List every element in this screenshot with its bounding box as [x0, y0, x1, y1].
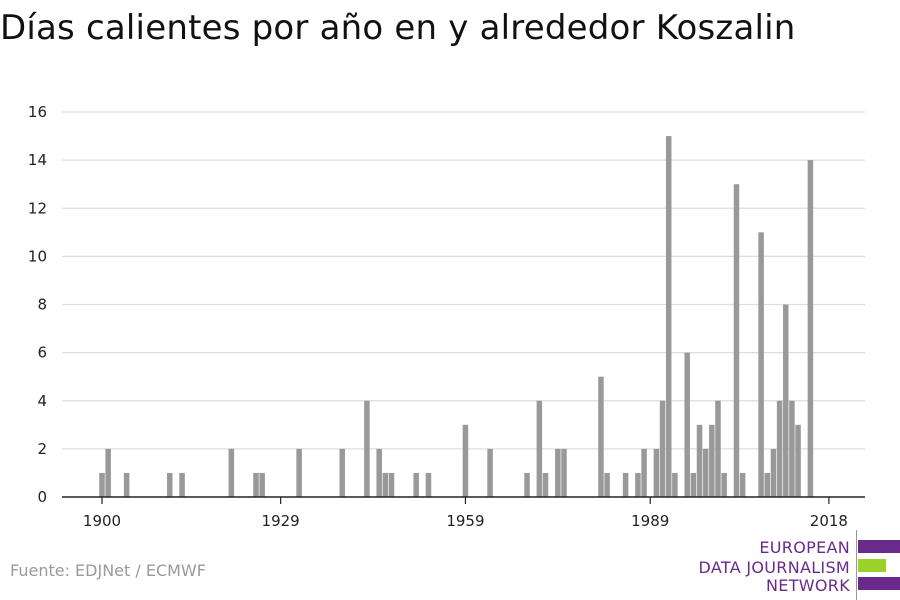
bar-1996 [690, 472, 697, 497]
bar-1988 [641, 448, 647, 498]
bar-1969 [524, 472, 530, 497]
bar-1900 [99, 472, 105, 497]
bar-1972 [542, 472, 549, 497]
bars [99, 136, 814, 498]
bar-1947 [388, 472, 395, 497]
bar-2015 [807, 160, 814, 498]
y-tick-label: 2 [37, 440, 47, 458]
bar-2003 [733, 184, 740, 497]
bar-1975 [561, 448, 567, 498]
bar-1963 [487, 448, 493, 498]
bar-1997 [696, 424, 703, 497]
bar-1987 [635, 472, 641, 497]
y-axis-ticks: 0 2 4 6 8 10 12 14 16 [28, 103, 47, 506]
gridlines [62, 111, 865, 450]
x-tick-label: 1959 [446, 512, 484, 530]
logo-bar-purple-top [858, 540, 900, 553]
y-tick-label: 12 [28, 199, 47, 217]
bar-2011 [783, 304, 789, 497]
bar-2001 [721, 472, 727, 497]
x-tick-label: 1929 [262, 512, 300, 530]
y-tick-label: 0 [37, 488, 47, 506]
x-tick-label: 2018 [810, 512, 848, 530]
y-tick-label: 6 [37, 344, 47, 362]
bar-1943 [364, 400, 370, 497]
bar-2009 [770, 448, 777, 498]
bar-1953 [425, 472, 432, 497]
bar-2012 [789, 400, 795, 497]
x-tick-label: 1989 [631, 512, 669, 530]
bar-1946 [382, 472, 389, 497]
bar-1904 [123, 472, 130, 497]
bar-1921 [228, 448, 235, 498]
bar-2007 [758, 232, 764, 497]
y-tick-label: 14 [28, 151, 47, 169]
bar-1926 [259, 472, 265, 497]
y-tick-label: 8 [37, 296, 47, 314]
bar-1939 [339, 448, 345, 498]
bar-1998 [702, 448, 709, 498]
logo-bar-purple-bottom [858, 577, 900, 590]
bar-2008 [764, 472, 771, 497]
bar-1945 [376, 448, 382, 498]
bar-1990 [653, 448, 660, 498]
y-tick-label: 10 [28, 247, 47, 265]
bar-1932 [296, 448, 302, 498]
bar-1982 [604, 472, 610, 497]
bar-1971 [536, 400, 543, 497]
chart-title: Días calientes por año en y alrededor Ko… [0, 8, 796, 48]
bar-1913 [179, 472, 185, 497]
bar-1991 [659, 400, 666, 497]
edjnet-logo: EUROPEAN DATA JOURNALISM NETWORK [698, 530, 900, 600]
logo-line-1: EUROPEAN [759, 538, 850, 557]
bar-1911 [167, 472, 173, 497]
bar-1974 [555, 448, 561, 498]
bar-1951 [413, 472, 419, 497]
bar-2010 [776, 400, 783, 497]
x-axis-ticks: 1900 1929 1959 1989 2018 [83, 497, 848, 530]
bar-1981 [598, 376, 604, 497]
bar-1999 [709, 424, 715, 497]
source-note: Fuente: EDJNet / ECMWF [10, 561, 206, 580]
logo-divider [856, 530, 857, 600]
logo-line-3: NETWORK [766, 576, 850, 595]
bar-1995 [684, 352, 690, 498]
bar-1992 [665, 136, 672, 497]
bar-1901 [105, 448, 111, 498]
y-tick-label: 16 [28, 103, 47, 121]
y-tick-label: 4 [37, 392, 47, 410]
x-tick-label: 1900 [83, 512, 121, 530]
bar-2013 [795, 424, 801, 497]
bar-2000 [715, 400, 721, 497]
bar-1985 [622, 472, 629, 497]
bar-2004 [739, 472, 746, 497]
bar-1993 [672, 472, 678, 497]
bar-1959 [462, 424, 469, 497]
logo-bar-green [858, 559, 886, 572]
logo-line-2: DATA JOURNALISM [698, 558, 850, 577]
bar-1925 [253, 472, 259, 497]
